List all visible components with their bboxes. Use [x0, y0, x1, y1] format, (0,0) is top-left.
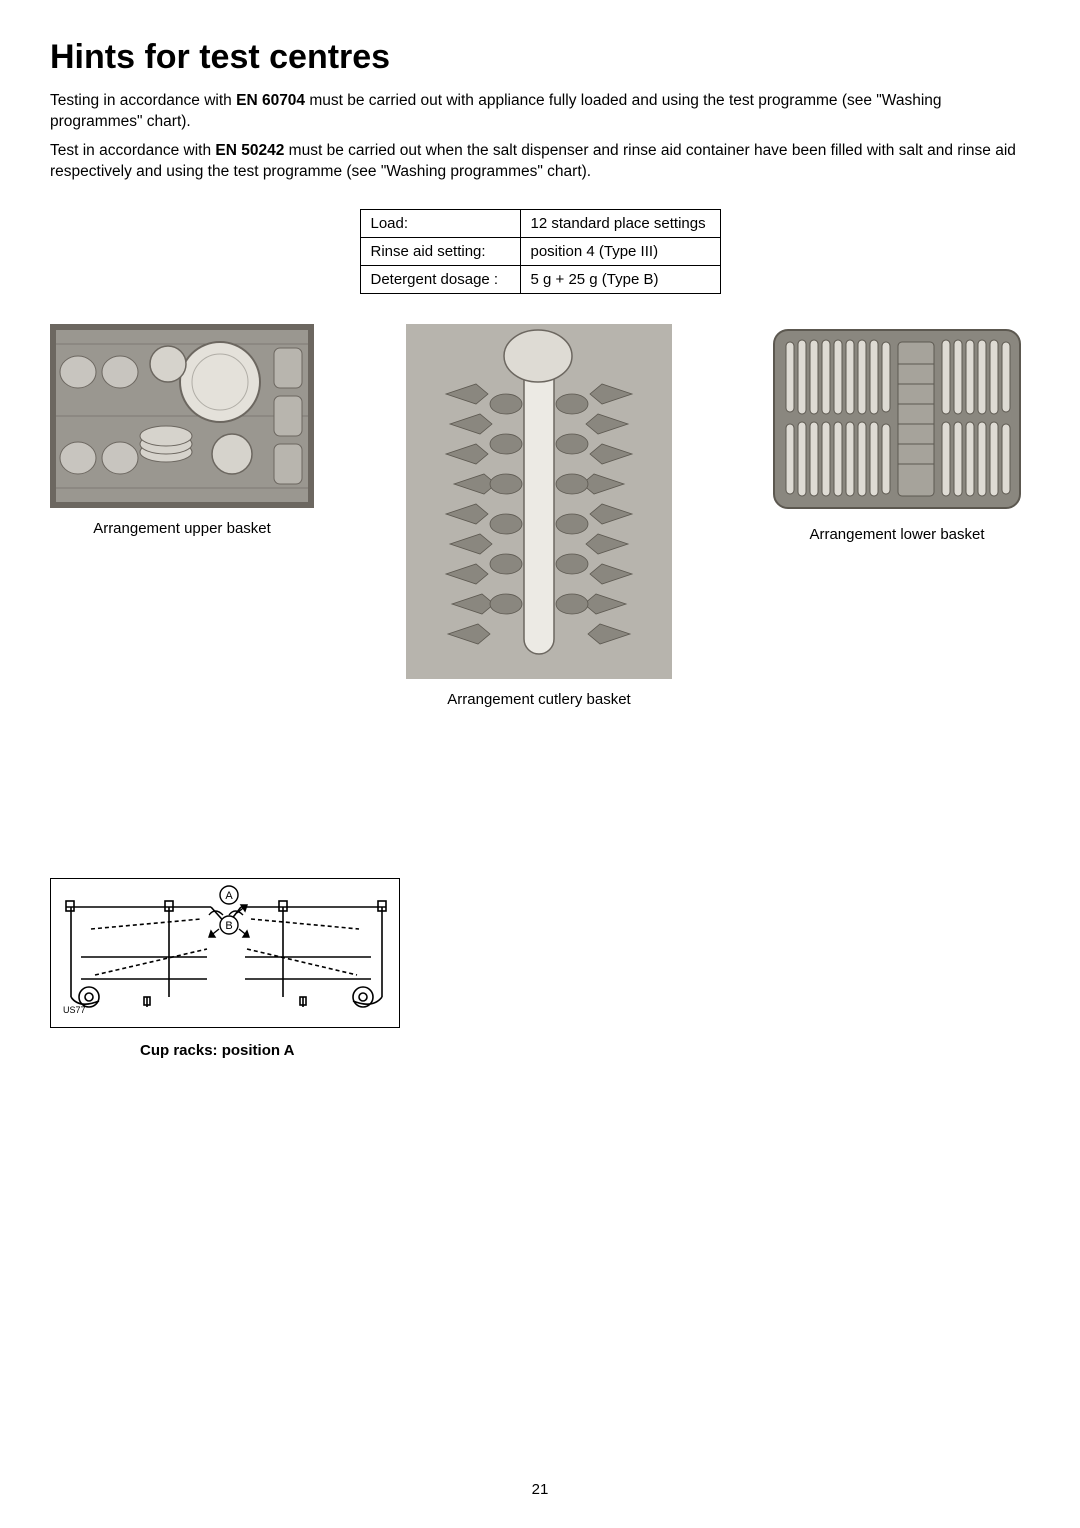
caption-cup-racks: Cup racks: position A [50, 1042, 1030, 1059]
table-row: Detergent dosage : 5 g + 25 g (Type B) [360, 265, 720, 293]
figure-lower-basket: Arrangement lower basket [764, 324, 1030, 708]
figures-row: Arrangement upper basket [50, 324, 1030, 708]
photo-upper-basket [50, 324, 314, 508]
table-row: Load: 12 standard place settings [360, 209, 720, 237]
cell-value: 12 standard place settings [520, 209, 720, 237]
cell-label: Rinse aid setting: [360, 237, 520, 265]
para2-bold: EN 50242 [215, 142, 284, 159]
paragraph-en60704: Testing in accordance with EN 60704 must… [50, 91, 1030, 133]
page-title: Hints for test centres [50, 38, 1030, 77]
svg-text:A: A [225, 890, 233, 902]
svg-text:B: B [225, 920, 232, 932]
cell-label: Detergent dosage : [360, 265, 520, 293]
figure-upper-basket: Arrangement upper basket [50, 324, 314, 708]
figure-cutlery-basket: Arrangement cutlery basket [406, 324, 672, 708]
label-b: B [220, 916, 238, 934]
label-a: A [220, 886, 238, 904]
diagram-cup-racks-svg: A B US77 [51, 879, 401, 1029]
page-number: 21 [0, 1481, 1080, 1498]
cell-value: 5 g + 25 g (Type B) [520, 265, 720, 293]
paragraph-en50242: Test in accordance with EN 50242 must be… [50, 141, 1030, 183]
diagram-ref: US77 [63, 1005, 86, 1015]
para1-bold: EN 60704 [236, 92, 305, 109]
settings-table: Load: 12 standard place settings Rinse a… [360, 209, 721, 294]
photo-cutlery-basket [406, 324, 672, 679]
para2-pre: Test in accordance with [50, 142, 215, 159]
cell-label: Load: [360, 209, 520, 237]
para1-pre: Testing in accordance with [50, 92, 236, 109]
caption-cutlery: Arrangement cutlery basket [447, 691, 630, 708]
table-row: Rinse aid setting: position 4 (Type III) [360, 237, 720, 265]
figure-cup-racks: A B US77 Cup racks: position A [50, 878, 1030, 1059]
photo-lower-basket [764, 324, 1030, 514]
caption-lower: Arrangement lower basket [809, 526, 984, 543]
cell-value: position 4 (Type III) [520, 237, 720, 265]
caption-upper: Arrangement upper basket [93, 520, 271, 537]
